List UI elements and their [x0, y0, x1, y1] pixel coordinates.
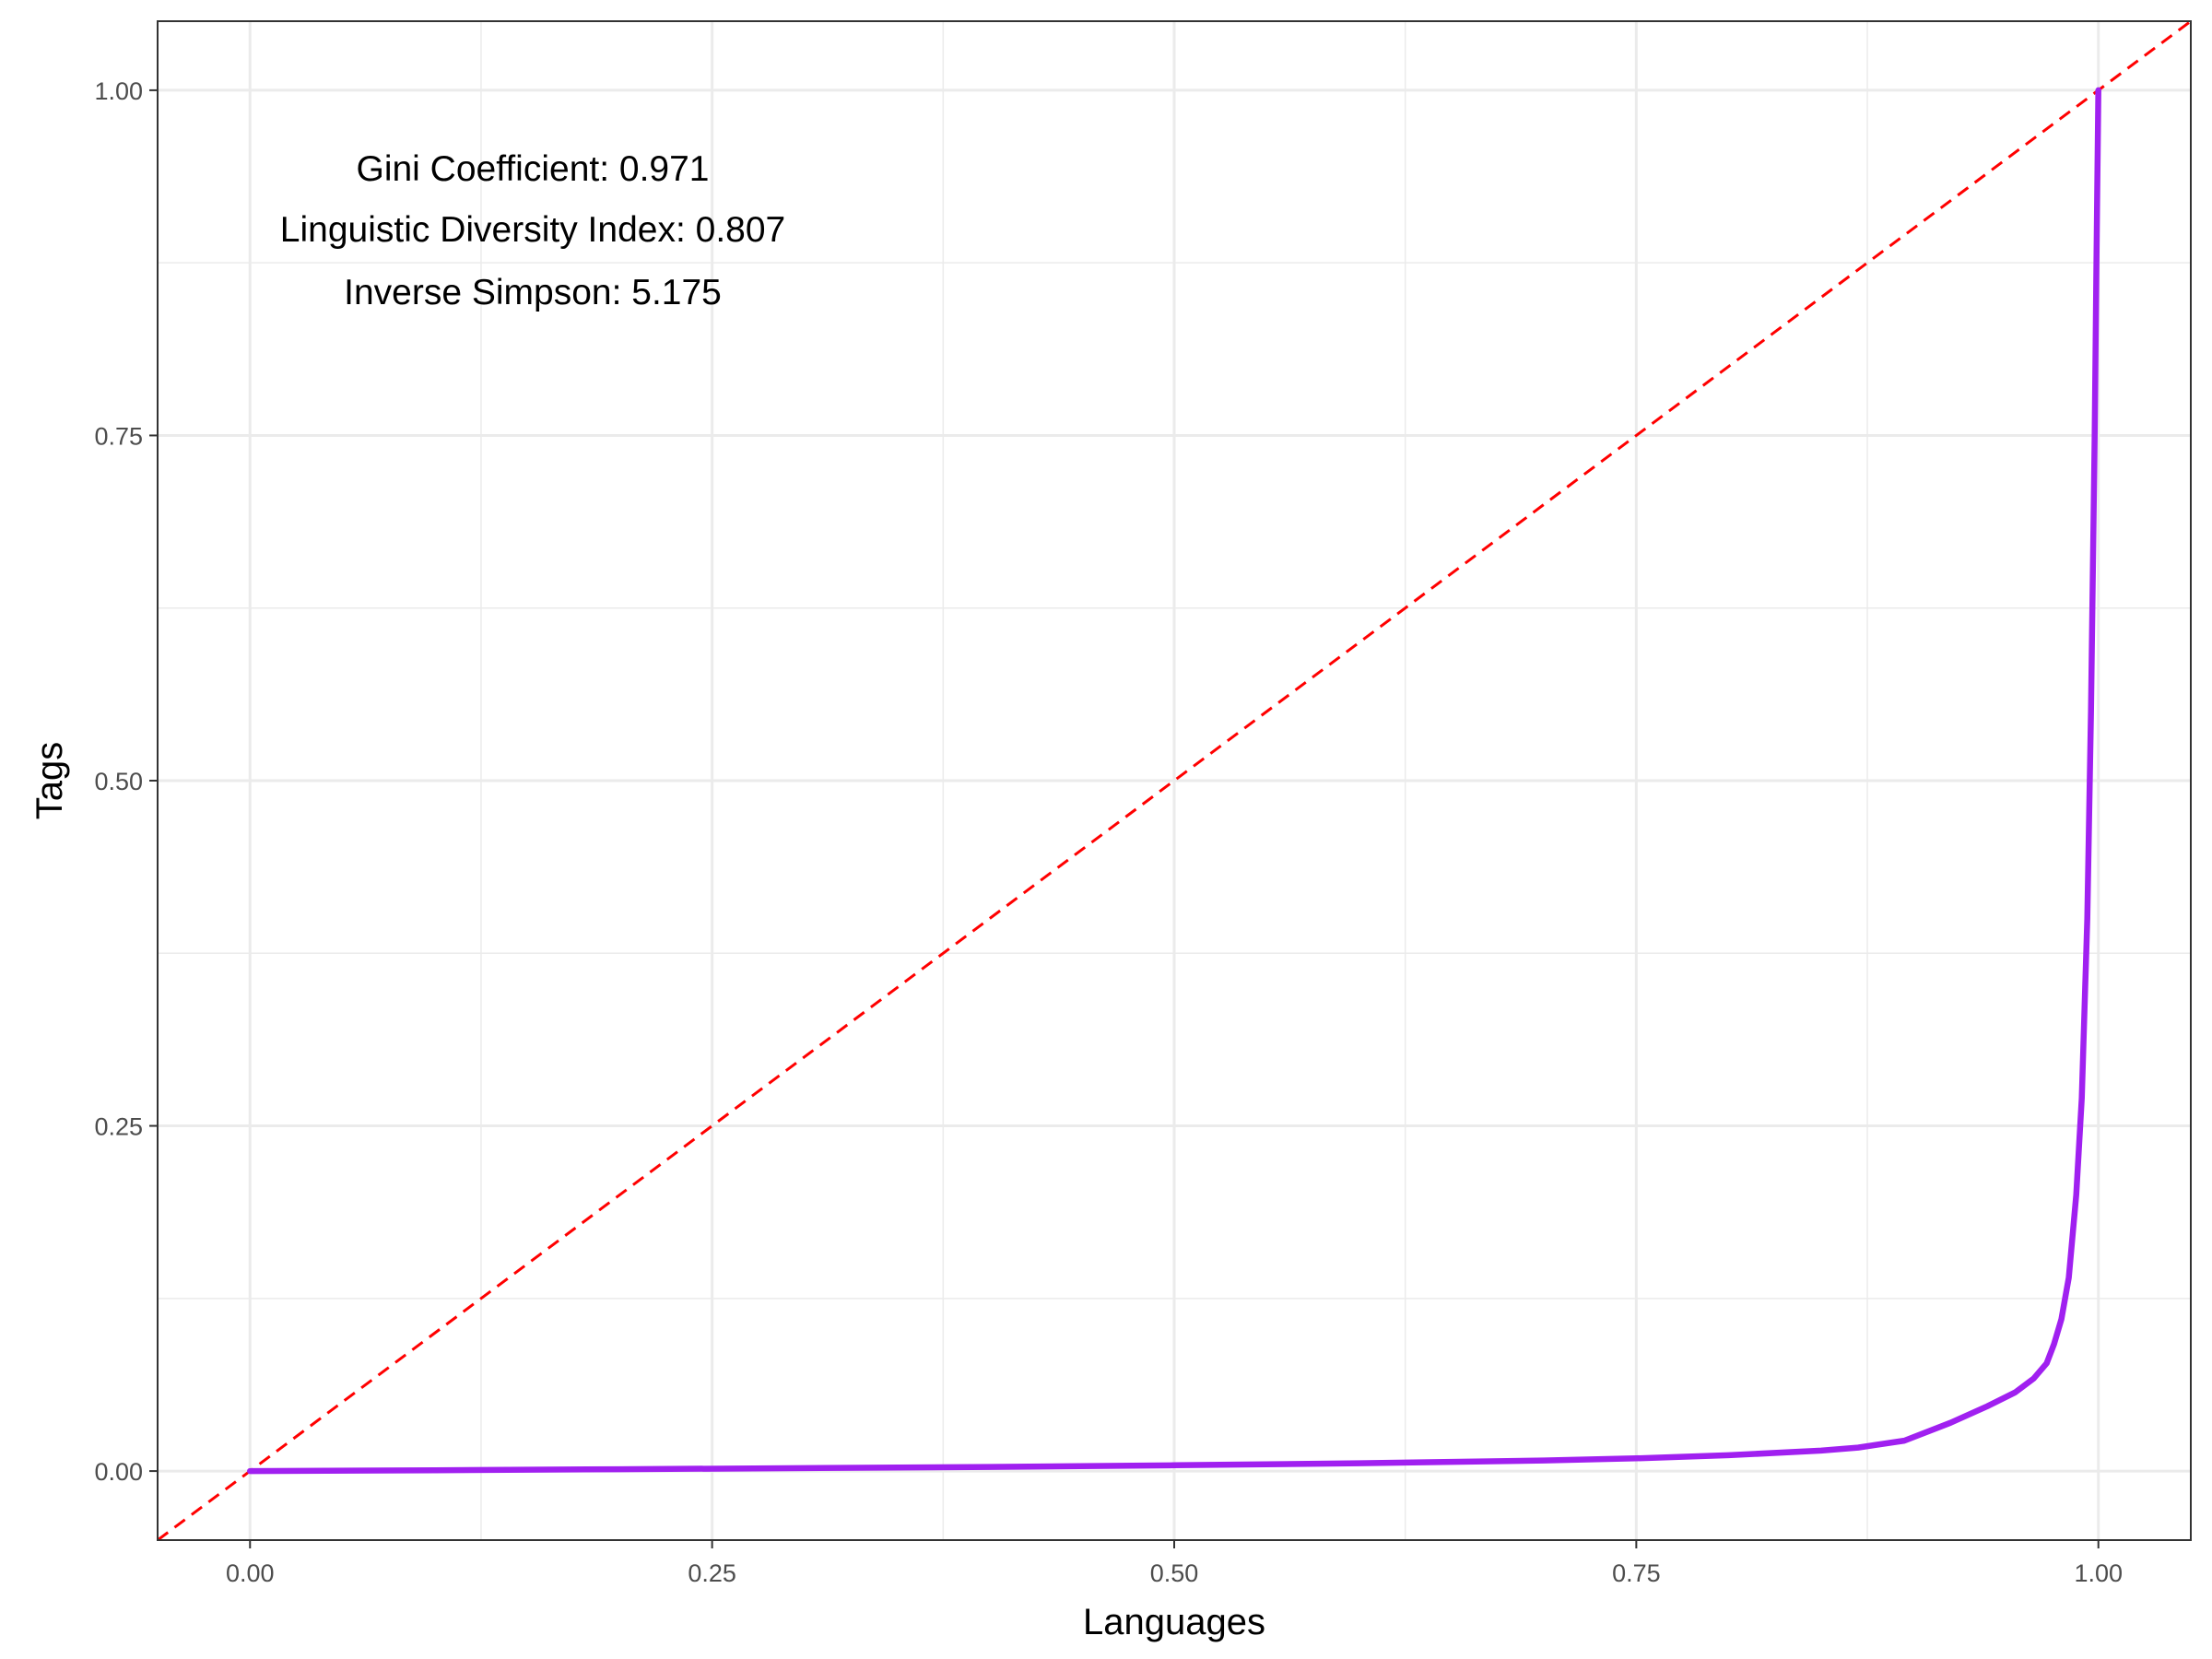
y-tick-labels: 0.00 0.25 0.50 0.75 1.00	[94, 77, 143, 1486]
diversity-index-annotation: Linguistic Diversity Index: 0.807	[280, 210, 785, 250]
y-tick-label: 1.00	[94, 77, 143, 105]
series-layer	[158, 21, 2191, 1540]
x-tick-label: 0.25	[688, 1559, 736, 1587]
x-tick-labels: 0.00 0.25 0.50 0.75 1.00	[226, 1559, 2123, 1587]
y-axis-title: Tags	[29, 742, 70, 820]
y-tick-label: 0.50	[94, 768, 143, 795]
y-tick-label: 0.75	[94, 422, 143, 450]
gini-annotation: Gini Coefficient: 0.971	[356, 149, 709, 189]
lorenz-curve	[247, 87, 2101, 1475]
stats-annotations: Gini Coefficient: 0.971 Linguistic Diver…	[280, 149, 785, 312]
axis-ticks	[149, 88, 2100, 1548]
inverse-simpson-annotation: Inverse Simpson: 5.175	[344, 273, 722, 312]
x-axis-title: Languages	[1083, 1602, 1265, 1642]
x-tick-label: 0.50	[1150, 1559, 1199, 1587]
x-tick-label: 1.00	[2074, 1559, 2123, 1587]
x-tick-label: 0.00	[226, 1559, 275, 1587]
y-tick-label: 0.25	[94, 1113, 143, 1141]
x-tick-label: 0.75	[1612, 1559, 1661, 1587]
y-tick-label: 0.00	[94, 1458, 143, 1486]
